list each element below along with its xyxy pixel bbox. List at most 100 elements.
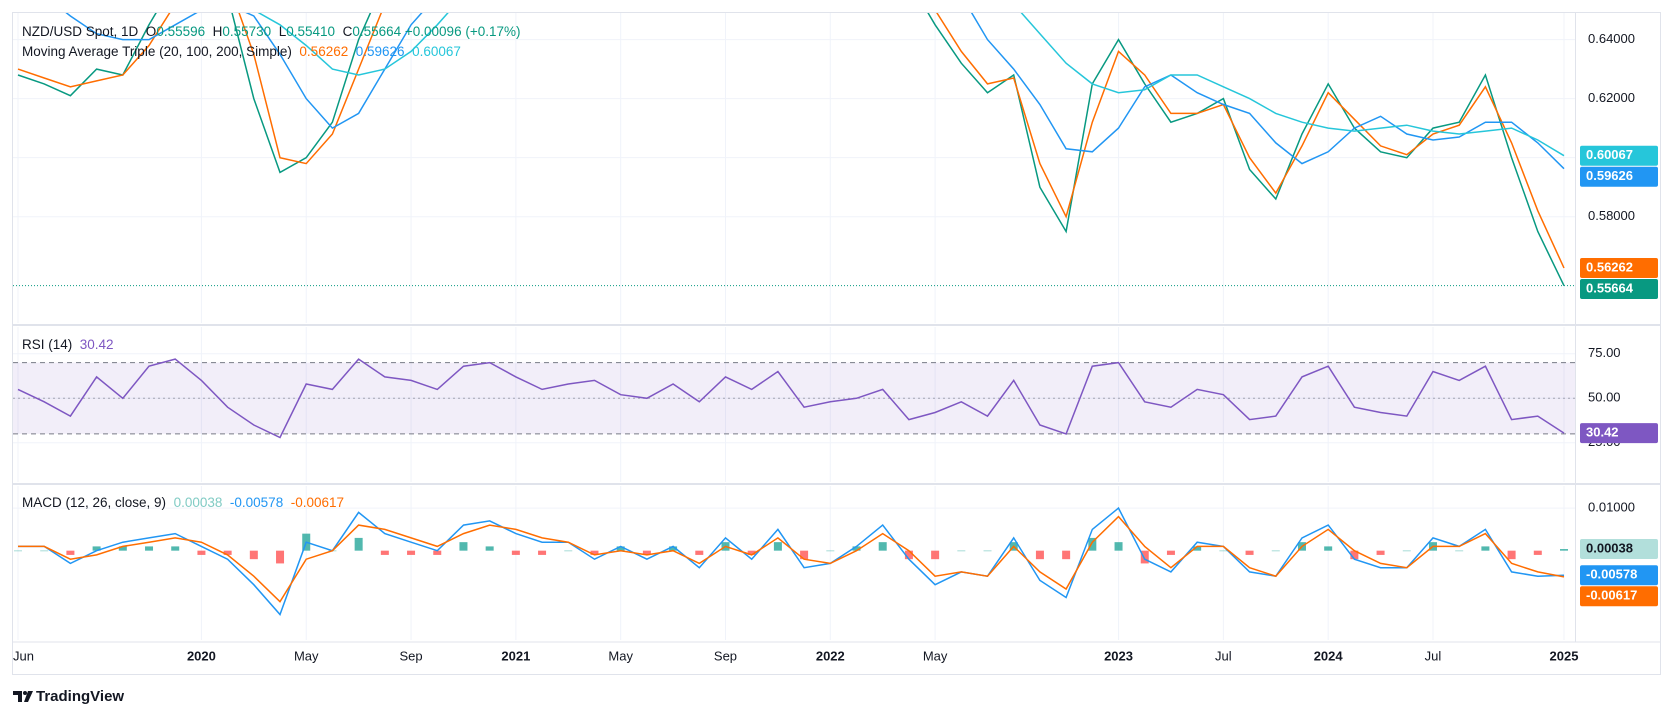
histogram-bar (1140, 550, 1149, 564)
histogram-bar (1166, 550, 1175, 555)
series-line (18, 515, 1565, 603)
histogram-bar (1350, 550, 1359, 560)
histogram-bar (459, 542, 468, 551)
histogram-bar (1376, 550, 1385, 555)
legend-value: -0.00617 (290, 495, 345, 510)
ohlc-prefix: L (278, 24, 287, 39)
histogram-bar (695, 550, 704, 555)
x-tick-label: 2021 (501, 648, 530, 663)
histogram-bar (983, 550, 992, 552)
price-badge (1580, 258, 1658, 279)
x-tick-label: Jun (13, 648, 34, 663)
histogram-bar (1193, 546, 1202, 551)
histogram-bar (878, 542, 887, 551)
y-tick-label: 75.00 (1588, 345, 1621, 360)
price-badge-label: 0.55664 (1586, 280, 1634, 295)
price-badge-label: 0.60067 (1586, 147, 1633, 162)
x-tick-label: Sep (714, 648, 737, 663)
ohlc-value: 0.55730 (222, 24, 272, 39)
histogram-bar (511, 550, 520, 555)
histogram-bar (826, 550, 835, 552)
histogram-bar (669, 546, 678, 551)
histogram-bar (1062, 550, 1071, 560)
price-badge (1580, 279, 1658, 300)
price-badge (1580, 166, 1658, 187)
histogram-bar (276, 550, 285, 564)
histogram-bar (354, 537, 363, 551)
histogram-bar (118, 546, 127, 551)
price-badge-label: 30.42 (1586, 425, 1619, 440)
price-badge-label: -0.00617 (1586, 588, 1637, 603)
histogram-bar (904, 550, 913, 560)
x-tick-label: 2025 (1550, 648, 1579, 663)
y-tick-label: 0.58000 (1588, 208, 1635, 223)
y-tick-label: 0.64000 (1588, 31, 1635, 46)
histogram-bar (957, 550, 966, 552)
ohlc-value: 0.55410 (286, 24, 336, 39)
legend-value: 30.42 (79, 337, 114, 352)
x-tick-label: May (608, 648, 633, 663)
price-legend: NZD/USD Spot, 1D O0.55596 H0.55730 L0.55… (22, 22, 521, 62)
y-tick-label: 0.01000 (1588, 500, 1635, 515)
histogram-bar (1533, 550, 1542, 555)
ohlc-value: 0.55596 (156, 24, 206, 39)
histogram-bar (380, 550, 389, 555)
x-tick-label: Sep (399, 648, 422, 663)
histogram-bar (66, 550, 75, 555)
x-tick-label: Jul (1425, 648, 1442, 663)
indicator-name: RSI (14) (22, 337, 73, 352)
x-tick-label: 2024 (1314, 648, 1344, 663)
histogram-bar (1271, 550, 1280, 552)
series-line (17, 13, 1565, 287)
price-badge-label: 0.56262 (1586, 259, 1633, 274)
histogram-bar (407, 550, 416, 555)
ohlc-value: 0.55664 (352, 24, 402, 39)
histogram-bar (1402, 550, 1411, 552)
price-badge (1580, 539, 1658, 560)
price-badge-label: 0.59626 (1586, 168, 1633, 183)
price-badge (1580, 565, 1658, 586)
histogram-bar (197, 550, 206, 555)
histogram-bar (171, 546, 180, 551)
histogram-bar (1560, 549, 1568, 551)
x-tick-label: 2022 (816, 648, 845, 663)
histogram-bar (92, 546, 101, 551)
y-tick-label: 0.62000 (1588, 90, 1635, 105)
legend-value: 0.60067 (412, 44, 461, 59)
legend-value: 0.59626 (355, 44, 405, 59)
histogram-bar (931, 550, 940, 560)
indicator-name: Moving Average Triple (20, 100, 200, Sim… (22, 44, 292, 59)
histogram-bar (642, 550, 651, 555)
indicator-name: MACD (12, 26, close, 9) (22, 495, 167, 510)
price-badge (1580, 145, 1658, 166)
ohlc-prefix: C (342, 24, 353, 39)
y-tick-label: 50.00 (1588, 390, 1621, 405)
price-badge (1580, 586, 1658, 607)
ohlc-prefix: H (212, 24, 223, 39)
price-badge (1580, 423, 1658, 444)
histogram-bar (538, 550, 547, 555)
series-line (17, 13, 1565, 269)
x-tick-label: 2023 (1104, 648, 1133, 663)
change-pct: (+0.17%) (465, 24, 521, 39)
x-tick-label: May (294, 648, 319, 663)
histogram-bar (1219, 550, 1228, 552)
histogram-bar (590, 550, 599, 555)
histogram-bar (433, 550, 442, 555)
histogram-bar (773, 542, 782, 551)
series-line (18, 506, 1565, 616)
histogram-bar (1455, 550, 1464, 552)
series-line (17, 358, 1565, 439)
histogram-bar (800, 550, 809, 560)
histogram-bar (249, 550, 258, 560)
brand: TradingView (36, 688, 124, 705)
legend-value: 0.00038 (173, 495, 223, 510)
histogram-bar (485, 546, 494, 551)
legend-value: -0.00578 (229, 495, 284, 510)
x-tick-label: 2020 (187, 648, 216, 663)
tv-logo (13, 691, 33, 702)
price-badge-label: -0.00578 (1586, 567, 1637, 582)
histogram-bar (1481, 546, 1490, 551)
